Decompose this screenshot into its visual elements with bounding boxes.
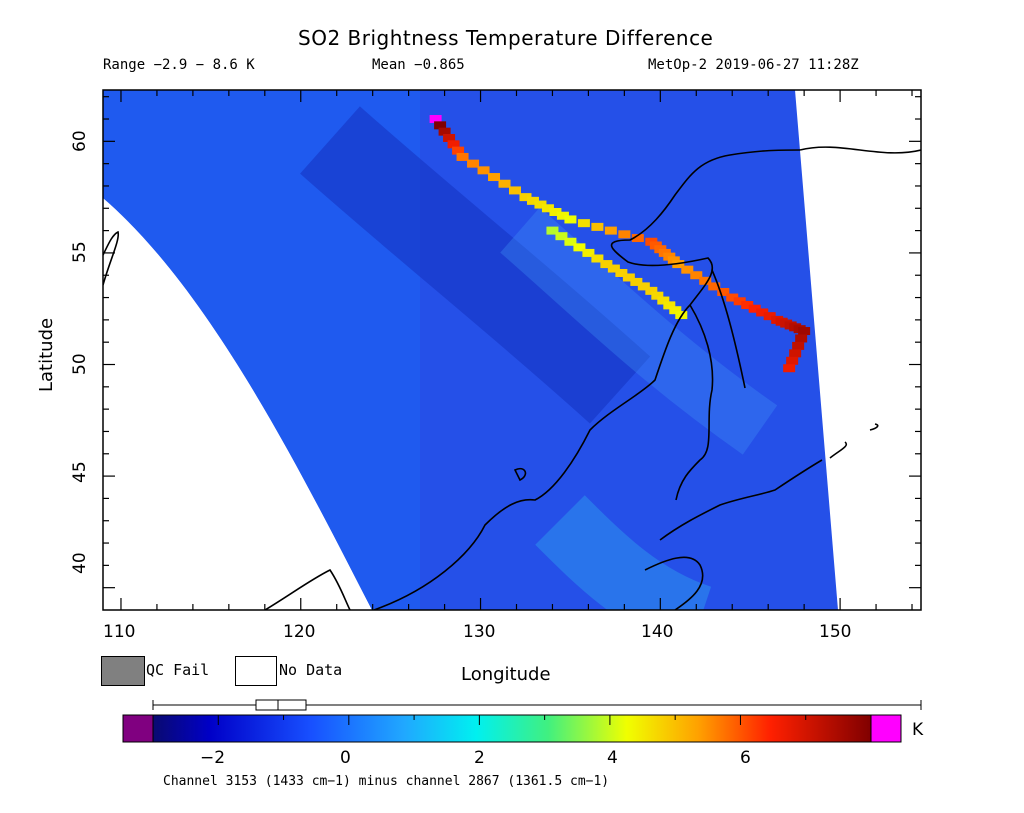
- secondary-band-cell: [622, 273, 635, 282]
- secondary-band-cell: [651, 291, 664, 300]
- map-plot: [102, 89, 922, 611]
- no-data-label: No Data: [279, 661, 343, 679]
- secondary-band-cell: [591, 254, 604, 263]
- high-value-band-cell: [488, 173, 501, 182]
- cb-tick-0: 0: [340, 748, 351, 768]
- range-text: Range −2.9 − 8.6 K: [103, 57, 255, 73]
- x-tick-110: 110: [103, 622, 136, 642]
- high-value-band-cell: [708, 282, 721, 291]
- secondary-band-cell: [582, 248, 595, 257]
- boxplot: [152, 699, 922, 711]
- secondary-band-cell: [669, 306, 682, 315]
- cb-tick-2: 2: [474, 748, 485, 768]
- high-value-band-cell: [795, 334, 808, 343]
- coastlines: [103, 146, 921, 610]
- y-tick-45: 45: [70, 461, 90, 483]
- y-tick-40: 40: [70, 552, 90, 574]
- high-value-band-cell: [792, 341, 805, 350]
- high-value-band-cell: [717, 287, 730, 296]
- swath-heatmap: [103, 90, 838, 610]
- high-value-band-cell: [477, 166, 490, 175]
- high-value-band-cell: [591, 222, 604, 231]
- secondary-band-cell: [607, 264, 620, 273]
- high-value-band-cell: [549, 208, 562, 217]
- qc-fail-label: QC Fail: [146, 661, 210, 679]
- secondary-band-cell: [573, 243, 586, 252]
- colorbar-overflow: [870, 714, 902, 743]
- no-data-swatch: [235, 656, 277, 686]
- high-value-band-cell: [526, 196, 539, 205]
- map-frame: [102, 89, 922, 611]
- map-title: SO2 Brightness Temperature Difference: [298, 26, 714, 50]
- y-tick-60: 60: [70, 130, 90, 152]
- secondary-band-cell: [546, 226, 559, 235]
- high-value-band-cell: [508, 186, 521, 195]
- secondary-band-cell: [555, 232, 568, 241]
- colorbar-gradient: [152, 714, 872, 743]
- high-value-band-cell: [438, 127, 451, 136]
- high-value-band-cell: [756, 308, 769, 317]
- high-value-band-cell: [748, 304, 761, 313]
- y-tick-50: 50: [70, 353, 90, 375]
- qc-fail-swatch: [101, 656, 145, 686]
- axis-ticks: [103, 90, 921, 610]
- x-axis-label: Longitude: [461, 664, 551, 685]
- high-value-band-cell: [443, 133, 456, 142]
- high-value-band-cell: [519, 193, 532, 202]
- high-value-band-cell: [434, 121, 447, 130]
- high-value-band-cell: [456, 152, 469, 161]
- high-value-band-cell: [798, 327, 811, 336]
- mean-text: Mean −0.865: [372, 57, 465, 73]
- y-axis-label: Latitude: [36, 317, 57, 392]
- high-value-band-cell: [681, 265, 694, 274]
- colorbar: [122, 699, 922, 743]
- colorbar-underflow: [122, 714, 154, 743]
- high-value-band-cell: [498, 179, 511, 188]
- high-value-band-cell: [564, 215, 577, 224]
- high-value-band-cell: [577, 219, 590, 228]
- secondary-band-cell: [564, 237, 577, 246]
- colorbar-caption: Channel 3153 (1433 cm−1) minus channel 2…: [163, 774, 610, 789]
- cb-tick-6: 6: [740, 748, 751, 768]
- high-value-band-cell: [783, 364, 796, 373]
- high-value-band-cell: [452, 146, 465, 155]
- high-value-band-cell: [699, 276, 712, 285]
- high-value-band-cell: [690, 271, 703, 280]
- high-value-band-cell: [447, 140, 460, 149]
- cb-tick-4: 4: [607, 748, 618, 768]
- high-value-band-cell: [604, 226, 617, 235]
- high-value-band-cell: [786, 356, 799, 365]
- cb-tick--2: −2: [200, 748, 226, 768]
- x-tick-120: 120: [283, 622, 316, 642]
- high-value-band-cell: [741, 300, 754, 309]
- x-tick-150: 150: [819, 622, 852, 642]
- high-value-band-cell: [556, 211, 569, 220]
- secondary-band-cell: [615, 269, 628, 278]
- high-value-band-cell: [541, 204, 554, 213]
- x-tick-130: 130: [463, 622, 496, 642]
- secondary-band-cell: [630, 277, 643, 286]
- high-value-band-cell: [534, 200, 547, 209]
- secondary-band-cell: [657, 296, 670, 305]
- secondary-band-cell: [645, 286, 658, 295]
- secondary-band-cell: [637, 282, 650, 291]
- high-value-band-cell: [631, 234, 644, 243]
- high-value-band-cell: [618, 230, 631, 239]
- high-value-band-cell: [467, 159, 480, 168]
- high-value-band-cell: [789, 349, 802, 358]
- high-value-band-cell: [763, 312, 776, 321]
- colorbar-unit: K: [912, 720, 924, 740]
- high-value-band-cell: [733, 297, 746, 306]
- high-value-band-cell: [726, 293, 739, 302]
- high-value-band-cell: [429, 115, 442, 124]
- secondary-band-cell: [600, 260, 613, 269]
- secondary-band-cell: [663, 301, 676, 310]
- y-tick-55: 55: [70, 241, 90, 263]
- satellite-text: MetOp-2 2019-06-27 11:28Z: [648, 57, 859, 73]
- x-tick-140: 140: [641, 622, 674, 642]
